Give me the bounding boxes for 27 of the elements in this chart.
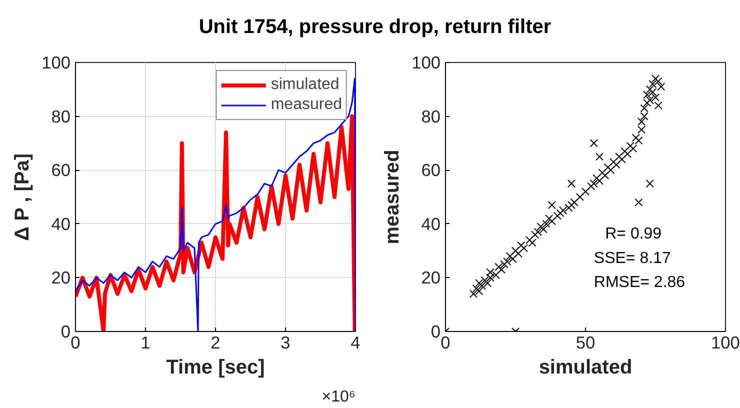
- y-tick-label: 80: [421, 106, 441, 126]
- y-tick-label: 80: [51, 106, 71, 126]
- x-tick-label: 4: [350, 332, 361, 352]
- x-axis-title: simulated: [538, 356, 632, 378]
- legend-label: measured: [270, 96, 342, 114]
- y-tick-label: 60: [51, 160, 71, 180]
- y-tick-label: 60: [421, 160, 441, 180]
- y-axis-title: Δ P , [Pa]: [12, 153, 34, 241]
- y-tick-label: 20: [421, 268, 441, 288]
- y-tick-label: 100: [412, 52, 441, 72]
- x-tick-label: 1: [140, 332, 150, 352]
- y-tick-label: 20: [51, 268, 71, 288]
- legend-label: simulated: [270, 76, 340, 94]
- y-axis-title: measured: [382, 150, 404, 244]
- annotation: R= 0.99: [605, 226, 662, 243]
- chart-title: Unit 1754, pressure drop, return filter: [198, 15, 552, 40]
- x-tick-label: 100: [711, 332, 740, 352]
- annotation: RMSE= 2.86: [594, 274, 686, 292]
- y-tick-label: 100: [42, 52, 71, 72]
- y-tick-label: 40: [421, 214, 441, 234]
- x-tick-label: 3: [280, 332, 290, 352]
- annotation: SSE= 8.17: [594, 250, 671, 267]
- y-tick-label: 40: [51, 214, 71, 234]
- x-tick-label: 50: [576, 332, 596, 352]
- x-axis-title: Time [sec]: [166, 356, 265, 378]
- text: ×10⁶: [322, 388, 356, 406]
- x-tick-label: 2: [210, 332, 220, 352]
